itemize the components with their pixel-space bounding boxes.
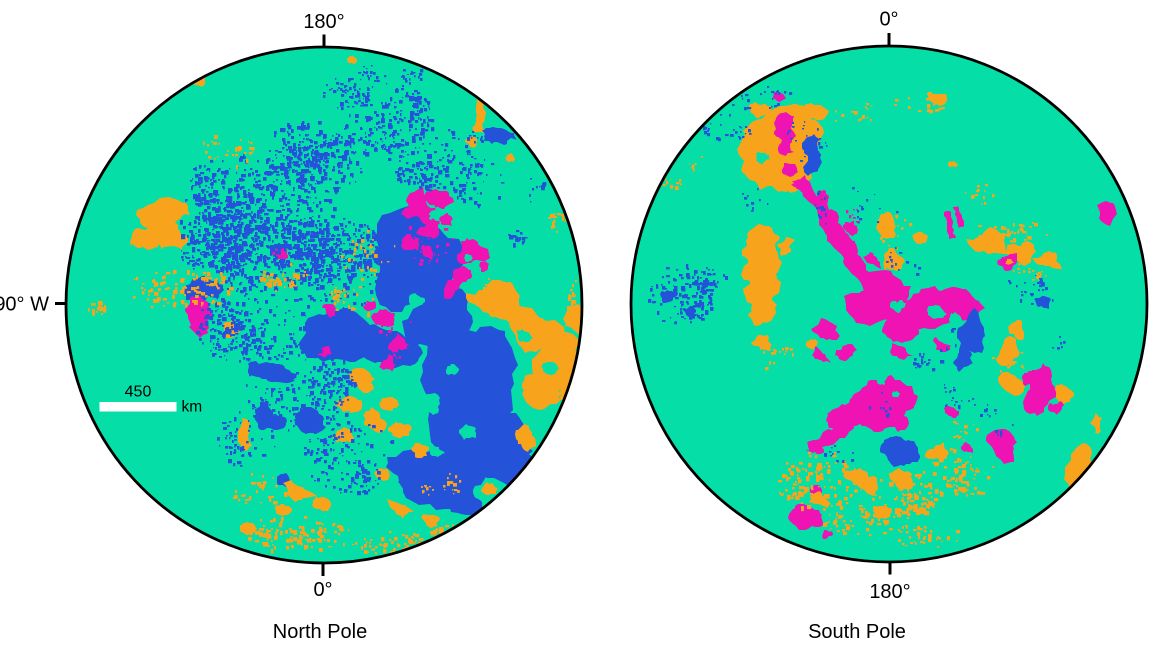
svg-text:450: 450 <box>125 384 152 401</box>
svg-text:km: km <box>182 399 203 416</box>
svg-text:90° W: 90° W <box>0 294 49 316</box>
svg-text:180°: 180° <box>303 11 344 33</box>
svg-text:South Pole: South Pole <box>808 621 906 643</box>
svg-text:0°: 0° <box>879 9 898 31</box>
svg-text:180°: 180° <box>869 581 910 603</box>
svg-text:North Pole: North Pole <box>273 621 368 643</box>
svg-text:0°: 0° <box>313 579 332 601</box>
